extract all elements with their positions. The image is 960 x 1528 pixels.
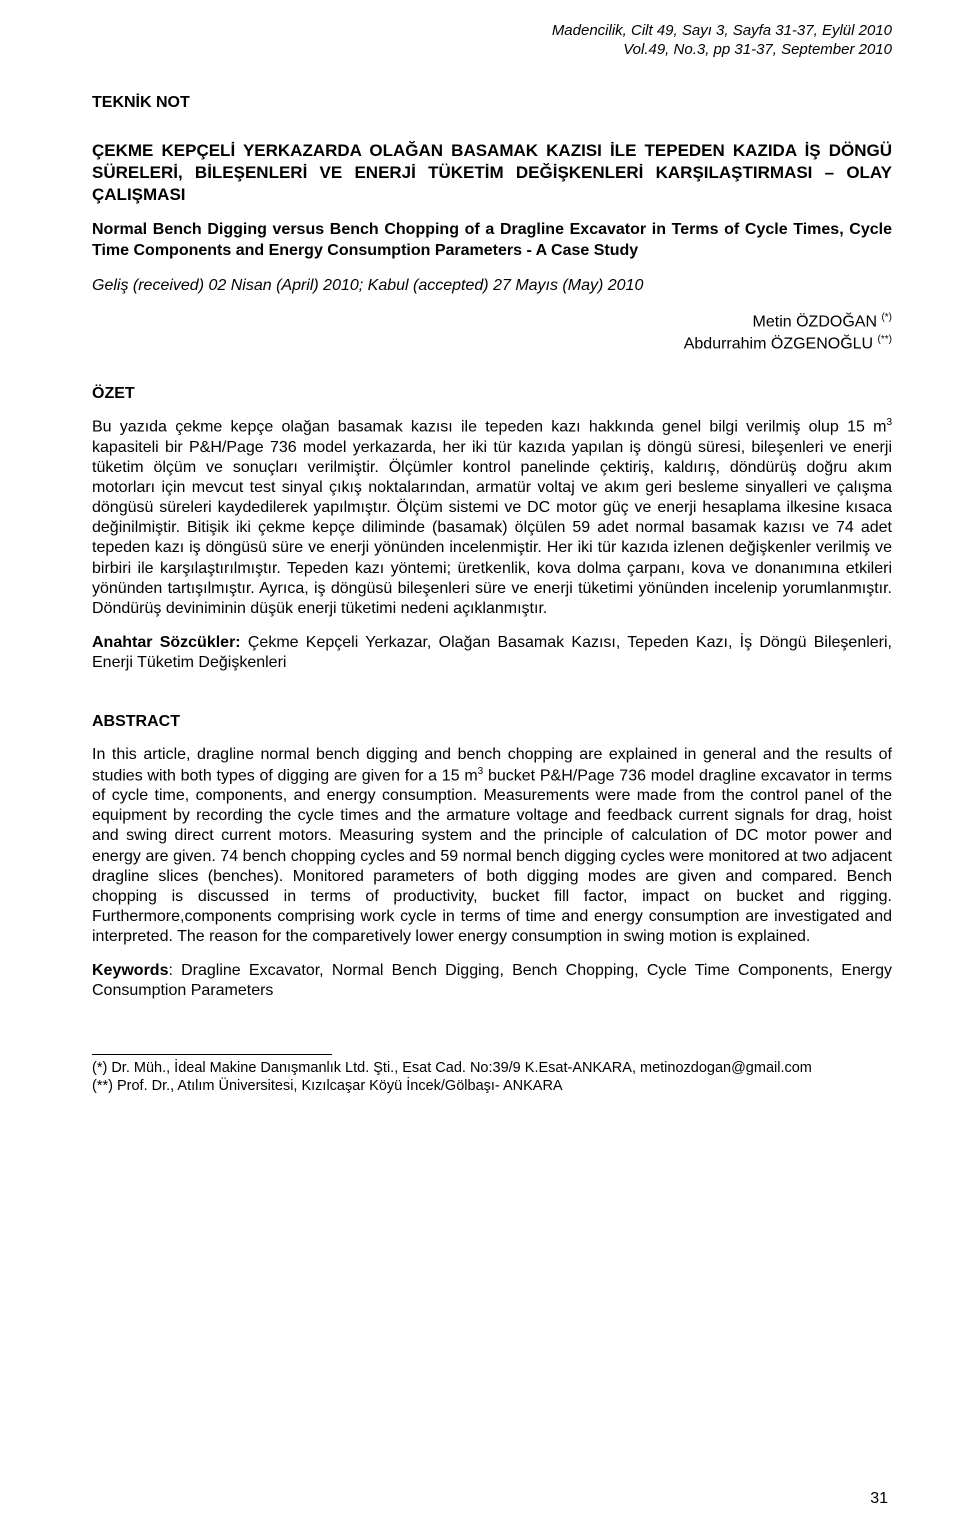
author-2-name: Abdurrahim ÖZGENOĞLU [684, 336, 878, 353]
journal-meta-line-2: Vol.49, No.3, pp 31-37, September 2010 [92, 41, 892, 60]
author-1-name: Metin ÖZDOĞAN [753, 314, 882, 331]
ozet-body: Bu yazıda çekme kepçe olağan basamak kaz… [92, 417, 892, 619]
footnote-2: (**) Prof. Dr., Atılım Üniversitesi, Kız… [92, 1077, 892, 1096]
abstract-keywords-text: : Dragline Excavator, Normal Bench Diggi… [92, 962, 892, 999]
page-number: 31 [870, 1490, 888, 1508]
cubic-meter-sup: 3 [886, 417, 892, 428]
title-english: Normal Bench Digging versus Bench Choppi… [92, 220, 892, 262]
abstract-body-post: bucket P&H/Page 736 model dragline excav… [92, 767, 892, 945]
author-2-mark: (**) [878, 334, 892, 345]
footnote-1: (*) Dr. Müh., İdeal Makine Danışmanlık L… [92, 1059, 892, 1078]
journal-meta: Madencilik, Cilt 49, Sayı 3, Sayfa 31-37… [92, 22, 892, 60]
author-1-mark: (*) [881, 312, 892, 323]
ozet-body-pre: Bu yazıda çekme kepçe olağan basamak kaz… [92, 419, 886, 436]
abstract-keywords-label: Keywords [92, 962, 168, 979]
author-1: Metin ÖZDOĞAN (*) [92, 311, 892, 333]
authors-block: Metin ÖZDOĞAN (*) Abdurrahim ÖZGENOĞLU (… [92, 311, 892, 355]
ozet-keywords: Anahtar Sözcükler: Çekme Kepçeli Yerkaza… [92, 633, 892, 673]
ozet-heading: ÖZET [92, 385, 892, 403]
ozet-body-post: kapasiteli bir P&H/Page 736 model yerkaz… [92, 439, 892, 617]
ozet-keywords-label: Anahtar Sözcükler: [92, 634, 241, 651]
footnote-rule [92, 1054, 332, 1055]
paper-page: Madencilik, Cilt 49, Sayı 3, Sayfa 31-37… [0, 0, 960, 1528]
author-2: Abdurrahim ÖZGENOĞLU (**) [92, 333, 892, 355]
abstract-keywords: Keywords: Dragline Excavator, Normal Ben… [92, 961, 892, 1001]
abstract-heading: ABSTRACT [92, 713, 892, 731]
abstract-body: In this article, dragline normal bench d… [92, 745, 892, 947]
journal-meta-line-1: Madencilik, Cilt 49, Sayı 3, Sayfa 31-37… [92, 22, 892, 41]
note-label: TEKNİK NOT [92, 94, 892, 112]
received-accepted-line: Geliş (received) 02 Nisan (April) 2010; … [92, 277, 892, 295]
title-turkish: ÇEKME KEPÇELİ YERKAZARDA OLAĞAN BASAMAK … [92, 140, 892, 206]
